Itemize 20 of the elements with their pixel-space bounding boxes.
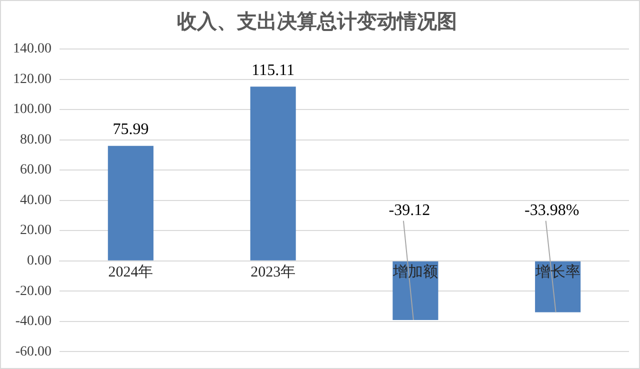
x-tick-label: 2024年 [108,263,154,280]
y-tick-label: -40.00 [15,314,52,330]
y-tick-label: 0.00 [27,253,52,268]
y-tick-label: 20.00 [20,223,52,238]
y-tick-label: 140.00 [13,42,52,57]
chart-title: 收入、支出决算总计变动情况图 [177,10,457,34]
y-tick-label: 120.00 [13,72,52,87]
y-tick-label: -20.00 [15,284,52,299]
data-label: -33.98% [524,202,580,220]
y-tick-label: -60.00 [15,344,52,360]
data-label: -39.12 [388,202,430,220]
data-label: 75.99 [112,121,149,138]
bar [108,146,154,260]
data-label: 115.11 [252,62,294,79]
y-tick-label: 40.00 [20,192,52,208]
x-tick-label: 2023年 [250,263,296,280]
y-tick-label: 100.00 [13,102,52,118]
y-tick-label: 60.00 [20,162,52,178]
bar [250,86,296,260]
y-tick-label: 80.00 [20,132,52,148]
